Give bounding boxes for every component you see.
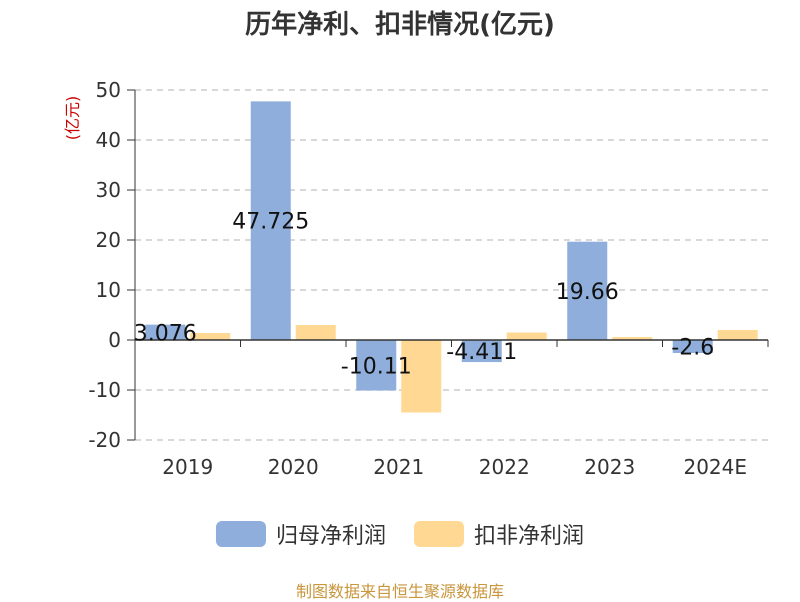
y-tick-label: 30 xyxy=(96,178,121,202)
bar-series2-2020 xyxy=(295,325,336,340)
legend-label-series2: 扣非净利润 xyxy=(474,524,585,549)
bars xyxy=(145,101,758,413)
data-label: 47.725 xyxy=(232,210,309,235)
bar-series1-2019 xyxy=(145,324,186,340)
legend-label-series1: 归母净利润 xyxy=(275,524,386,549)
x-tick-label: 2023 xyxy=(584,455,635,479)
bar-series1-2023 xyxy=(567,241,608,340)
x-tick-label: 2020 xyxy=(268,455,319,479)
bar-series2-2022 xyxy=(506,332,547,340)
legend-swatch-series1 xyxy=(215,521,266,547)
legend-item-series1[interactable]: 归母净利润 xyxy=(215,518,386,550)
x-tick-label: 2024E xyxy=(683,455,747,479)
legend-item-series2[interactable]: 扣非净利润 xyxy=(414,518,584,550)
x-tick-label: 2022 xyxy=(479,455,530,479)
y-tick-label: 20 xyxy=(96,228,121,252)
x-tick-label: 2021 xyxy=(373,455,424,479)
data-label: -4.411 xyxy=(446,340,517,365)
tick-labels: 50 40 30 20 10 0 -10 -20 2019 2020 2021 2022 2023 202… xyxy=(88,78,747,479)
grid-lines xyxy=(135,89,768,441)
y-tick-label: 50 xyxy=(96,78,121,102)
y-tick-label: -20 xyxy=(88,428,121,452)
data-label: 3.076 xyxy=(134,321,197,346)
legend: 归母净利润 扣非净利润 xyxy=(0,518,800,550)
y-tick-label: 0 xyxy=(108,328,121,352)
data-labels: 3.076 47.725 -10.11 -4.411 19.66 -2.6 xyxy=(134,210,714,380)
y-axis-label: (亿元) xyxy=(63,96,82,141)
bar-series1-2024E xyxy=(672,340,713,353)
source-note: 制图数据来自恒生聚源数据库 xyxy=(295,582,504,601)
y-tick-label: 40 xyxy=(96,128,121,152)
bar-series1-2022 xyxy=(461,340,502,363)
bar-series1-2020 xyxy=(250,101,291,340)
data-label: -2.6 xyxy=(671,336,714,361)
y-tick-label: 10 xyxy=(96,278,121,302)
bar-series2-2024E xyxy=(717,330,758,340)
y-tick-label: -10 xyxy=(88,378,121,402)
data-label: 19.66 xyxy=(556,280,619,305)
bar-series1-2021 xyxy=(356,340,397,391)
x-tick-label: 2019 xyxy=(162,455,213,479)
chart-title: 历年净利、扣非情况(亿元) xyxy=(245,10,555,40)
bar-series2-2019 xyxy=(190,333,231,340)
legend-swatch-series2 xyxy=(414,521,464,547)
bar-series2-2021 xyxy=(401,340,442,413)
axes xyxy=(127,89,769,441)
data-label: -10.11 xyxy=(341,354,412,379)
bar-series2-2023 xyxy=(612,337,653,340)
